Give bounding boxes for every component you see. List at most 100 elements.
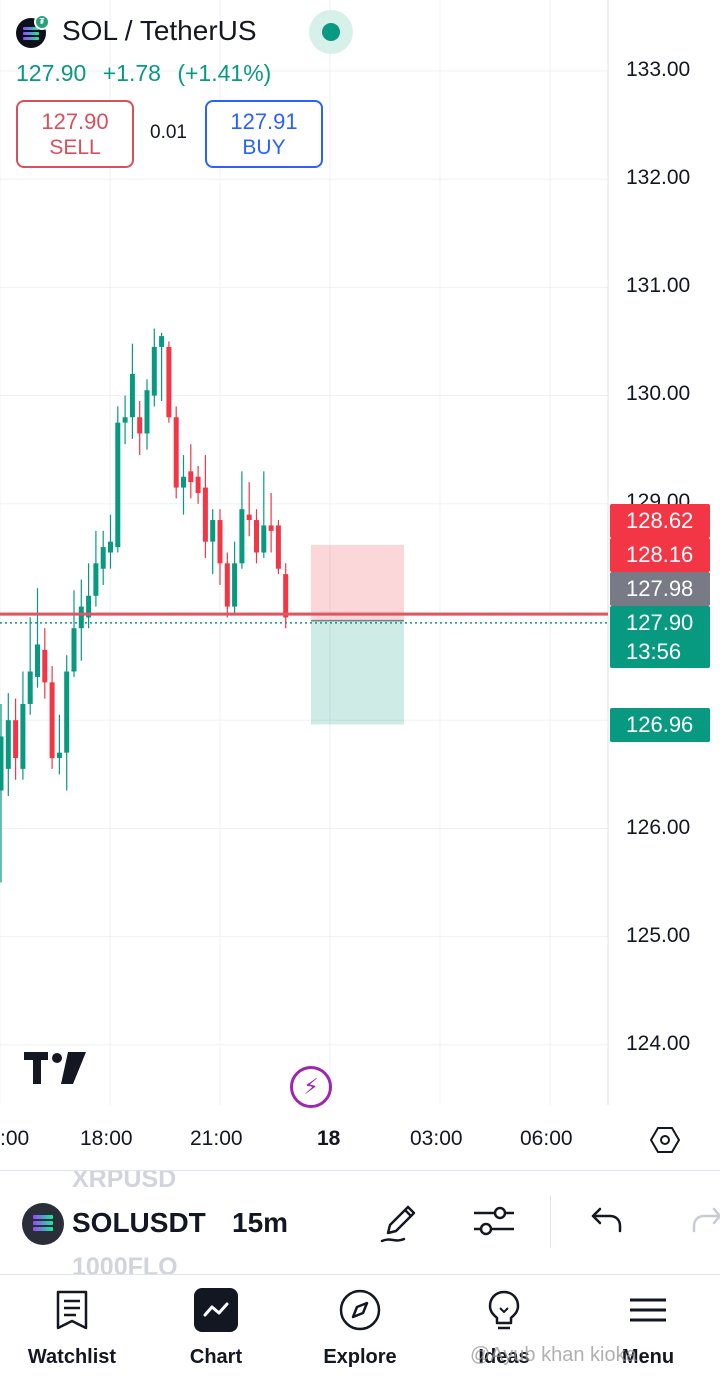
sell-price: 127.90 bbox=[41, 109, 109, 134]
bar-countdown: 13:56 bbox=[626, 639, 682, 664]
compass-icon bbox=[338, 1288, 382, 1332]
candle bbox=[254, 509, 259, 564]
indicators-icon[interactable] bbox=[472, 1199, 516, 1248]
symbol-selector[interactable]: SOLUSDT bbox=[72, 1207, 206, 1238]
time-tick: 06:00 bbox=[520, 1127, 573, 1150]
next-symbol[interactable]: 1000FLO bbox=[72, 1253, 178, 1275]
candle bbox=[64, 655, 70, 791]
stop-price-label[interactable]: 128.62 bbox=[610, 504, 710, 538]
sol-logo-icon: ₮ bbox=[16, 14, 50, 48]
chart-icon bbox=[194, 1288, 238, 1332]
candle bbox=[49, 666, 55, 769]
candle-body bbox=[181, 476, 186, 488]
candle-body bbox=[210, 520, 216, 542]
watchlist-icon bbox=[50, 1288, 94, 1332]
price-tick: 131.00 bbox=[626, 274, 691, 297]
nav-label: Ideas bbox=[478, 1346, 530, 1368]
watermark: @Ayub khan kioka bbox=[470, 1344, 637, 1366]
candle-body bbox=[202, 487, 208, 542]
candle-body bbox=[129, 373, 135, 418]
candle bbox=[20, 671, 26, 780]
interval-selector[interactable]: 15m bbox=[232, 1207, 289, 1238]
candle-body bbox=[173, 417, 179, 488]
candle bbox=[100, 530, 106, 585]
candle-body bbox=[232, 563, 238, 607]
candle-body bbox=[283, 574, 289, 618]
candle-body bbox=[268, 525, 274, 531]
candle-body bbox=[239, 509, 245, 564]
candle bbox=[35, 588, 40, 688]
candle bbox=[283, 563, 289, 629]
candle bbox=[71, 590, 77, 677]
time-tick: 18:00 bbox=[80, 1127, 133, 1150]
time-tick: 21:00 bbox=[190, 1127, 243, 1150]
buy-button[interactable]: 127.91 BUY bbox=[205, 100, 323, 168]
target-price-label[interactable]: 126.96 bbox=[610, 708, 710, 742]
nav-watchlist[interactable]: Watchlist bbox=[0, 1276, 144, 1378]
nav-ideas[interactable]: Ideas bbox=[432, 1276, 576, 1378]
price-chart[interactable] bbox=[0, 0, 720, 1170]
candle bbox=[188, 444, 194, 499]
time-tick-day: 18 bbox=[317, 1127, 341, 1150]
nav-label: Watchlist bbox=[27, 1346, 117, 1368]
candle-body bbox=[122, 417, 128, 423]
position-target-zone bbox=[311, 620, 404, 725]
candle-body bbox=[261, 525, 267, 553]
candle-body bbox=[108, 541, 113, 553]
last-price-value: 127.90 bbox=[626, 610, 694, 635]
price-tick: 132.00 bbox=[626, 166, 691, 189]
hline-price-label[interactable]: 127.98 bbox=[610, 572, 710, 606]
price-summary: 127.90 +1.78 (+1.41%) bbox=[16, 60, 281, 87]
nav-chart[interactable]: Chart bbox=[144, 1276, 288, 1378]
line-price-label[interactable]: 128.16 bbox=[610, 538, 710, 572]
candle-body bbox=[49, 682, 55, 759]
candle bbox=[5, 693, 11, 796]
candle-body bbox=[56, 752, 62, 759]
sell-button[interactable]: 127.90 SELL bbox=[16, 100, 134, 168]
sol-logo-icon bbox=[22, 1203, 64, 1245]
buy-price: 127.91 bbox=[230, 109, 298, 134]
pencil-icon[interactable] bbox=[378, 1199, 420, 1250]
time-tick: 03:00 bbox=[410, 1127, 463, 1150]
nav-menu[interactable]: Menu bbox=[576, 1276, 720, 1378]
position-stop-zone bbox=[311, 544, 404, 621]
candle-body bbox=[100, 547, 106, 569]
candle bbox=[261, 471, 267, 558]
undo-icon[interactable] bbox=[590, 1205, 624, 1240]
candle-body bbox=[35, 644, 40, 677]
candle-body bbox=[86, 595, 92, 618]
candle bbox=[195, 465, 201, 504]
candle-body bbox=[144, 390, 150, 434]
redo-icon[interactable] bbox=[690, 1205, 720, 1240]
chart-settings-icon[interactable] bbox=[649, 1125, 681, 1160]
candle-body bbox=[195, 476, 201, 493]
candle bbox=[210, 509, 216, 575]
market-open-icon[interactable] bbox=[309, 10, 353, 54]
bottom-navigation: Watchlist Chart Explore Ideas bbox=[0, 1276, 720, 1378]
candle bbox=[166, 341, 172, 423]
nav-explore[interactable]: Explore bbox=[288, 1276, 432, 1378]
candle-body bbox=[71, 628, 77, 672]
time-tick: :00 bbox=[0, 1127, 30, 1150]
candle-body bbox=[224, 563, 230, 607]
candle-body bbox=[20, 703, 26, 769]
lightning-icon[interactable]: ⚡ bbox=[290, 1066, 332, 1108]
candle-body bbox=[13, 720, 19, 759]
price-change-pct: (+1.41%) bbox=[177, 60, 272, 86]
nav-label: Chart bbox=[189, 1346, 243, 1368]
candle-body bbox=[27, 671, 33, 704]
price-tick: 133.00 bbox=[626, 58, 691, 81]
candle-body bbox=[5, 720, 11, 769]
candle-body bbox=[275, 525, 281, 569]
candle-body bbox=[254, 520, 259, 553]
toolbar-divider bbox=[550, 1196, 551, 1248]
symbol-title[interactable]: SOL / TetherUS bbox=[62, 15, 257, 46]
candle bbox=[27, 617, 33, 715]
last-price-label[interactable]: 127.90 13:56 bbox=[610, 606, 710, 668]
price-tick: 126.00 bbox=[626, 816, 691, 839]
candle-body bbox=[78, 606, 84, 629]
candle bbox=[246, 482, 252, 537]
candle-body bbox=[42, 649, 48, 683]
previous-symbol[interactable]: XRPUSD bbox=[72, 1170, 177, 1193]
candle bbox=[129, 343, 135, 439]
